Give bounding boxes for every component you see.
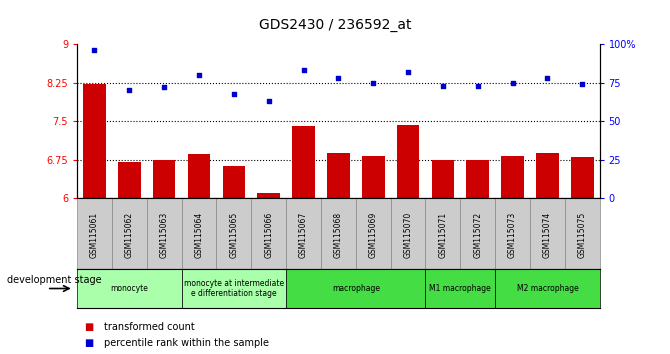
Bar	[362, 156, 385, 198]
Text: GSM115067: GSM115067	[299, 212, 308, 258]
Point	[298, 68, 309, 73]
Text: GSM115063: GSM115063	[159, 212, 169, 258]
Bar	[286, 269, 425, 308]
Point	[438, 83, 448, 88]
Bar	[495, 269, 600, 308]
Bar	[251, 198, 286, 269]
Bar	[397, 125, 419, 198]
Text: GSM115074: GSM115074	[543, 212, 552, 258]
Bar	[321, 198, 356, 269]
Bar	[147, 198, 182, 269]
Bar	[327, 153, 350, 198]
Bar	[77, 269, 182, 308]
Text: ■: ■	[84, 322, 93, 332]
Point	[368, 80, 379, 86]
Point	[159, 85, 170, 90]
Point	[228, 91, 239, 96]
Bar	[536, 153, 559, 198]
Bar	[153, 160, 176, 198]
Bar	[292, 126, 315, 198]
Bar	[425, 269, 495, 308]
Bar	[571, 157, 594, 198]
Bar	[425, 198, 460, 269]
Bar	[216, 198, 251, 269]
Bar	[565, 198, 600, 269]
Text: macrophage: macrophage	[332, 284, 380, 293]
Text: GSM115071: GSM115071	[438, 212, 448, 258]
Text: GSM115072: GSM115072	[473, 212, 482, 258]
Bar	[112, 198, 147, 269]
Bar	[495, 198, 530, 269]
Bar	[356, 198, 391, 269]
Bar	[257, 193, 280, 198]
Bar	[391, 198, 425, 269]
Text: ■: ■	[84, 338, 93, 348]
Text: GSM115062: GSM115062	[125, 212, 134, 258]
Point	[124, 88, 135, 93]
Text: GDS2430 / 236592_at: GDS2430 / 236592_at	[259, 18, 411, 32]
Point	[333, 75, 344, 81]
Bar	[431, 160, 454, 198]
Bar	[182, 198, 216, 269]
Text: GSM115066: GSM115066	[264, 212, 273, 258]
Text: GSM115068: GSM115068	[334, 212, 343, 258]
Text: GSM115061: GSM115061	[90, 212, 99, 258]
Text: GSM115073: GSM115073	[508, 212, 517, 258]
Text: GSM115065: GSM115065	[229, 212, 239, 258]
Bar	[530, 198, 565, 269]
Text: percentile rank within the sample: percentile rank within the sample	[104, 338, 269, 348]
Point	[542, 75, 553, 81]
Bar	[118, 162, 141, 198]
Text: monocyte at intermediate
e differentiation stage: monocyte at intermediate e differentiati…	[184, 279, 284, 298]
Point	[577, 81, 588, 87]
Text: development stage: development stage	[7, 275, 101, 285]
Point	[472, 83, 483, 88]
Point	[403, 69, 413, 75]
Bar	[222, 166, 245, 198]
Bar	[182, 269, 286, 308]
Bar	[77, 198, 112, 269]
Text: GSM115075: GSM115075	[578, 212, 587, 258]
Bar	[286, 198, 321, 269]
Text: M1 macrophage: M1 macrophage	[429, 284, 491, 293]
Point	[89, 47, 100, 53]
Bar	[460, 198, 495, 269]
Point	[507, 80, 518, 86]
Bar	[83, 84, 106, 198]
Point	[263, 98, 274, 104]
Bar	[466, 160, 489, 198]
Text: transformed count: transformed count	[104, 322, 194, 332]
Text: GSM115064: GSM115064	[194, 212, 204, 258]
Text: M2 macrophage: M2 macrophage	[517, 284, 578, 293]
Text: GSM115070: GSM115070	[403, 212, 413, 258]
Bar	[188, 154, 210, 198]
Point	[194, 72, 204, 78]
Bar	[501, 156, 524, 198]
Text: GSM115069: GSM115069	[369, 212, 378, 258]
Text: monocyte: monocyte	[111, 284, 148, 293]
